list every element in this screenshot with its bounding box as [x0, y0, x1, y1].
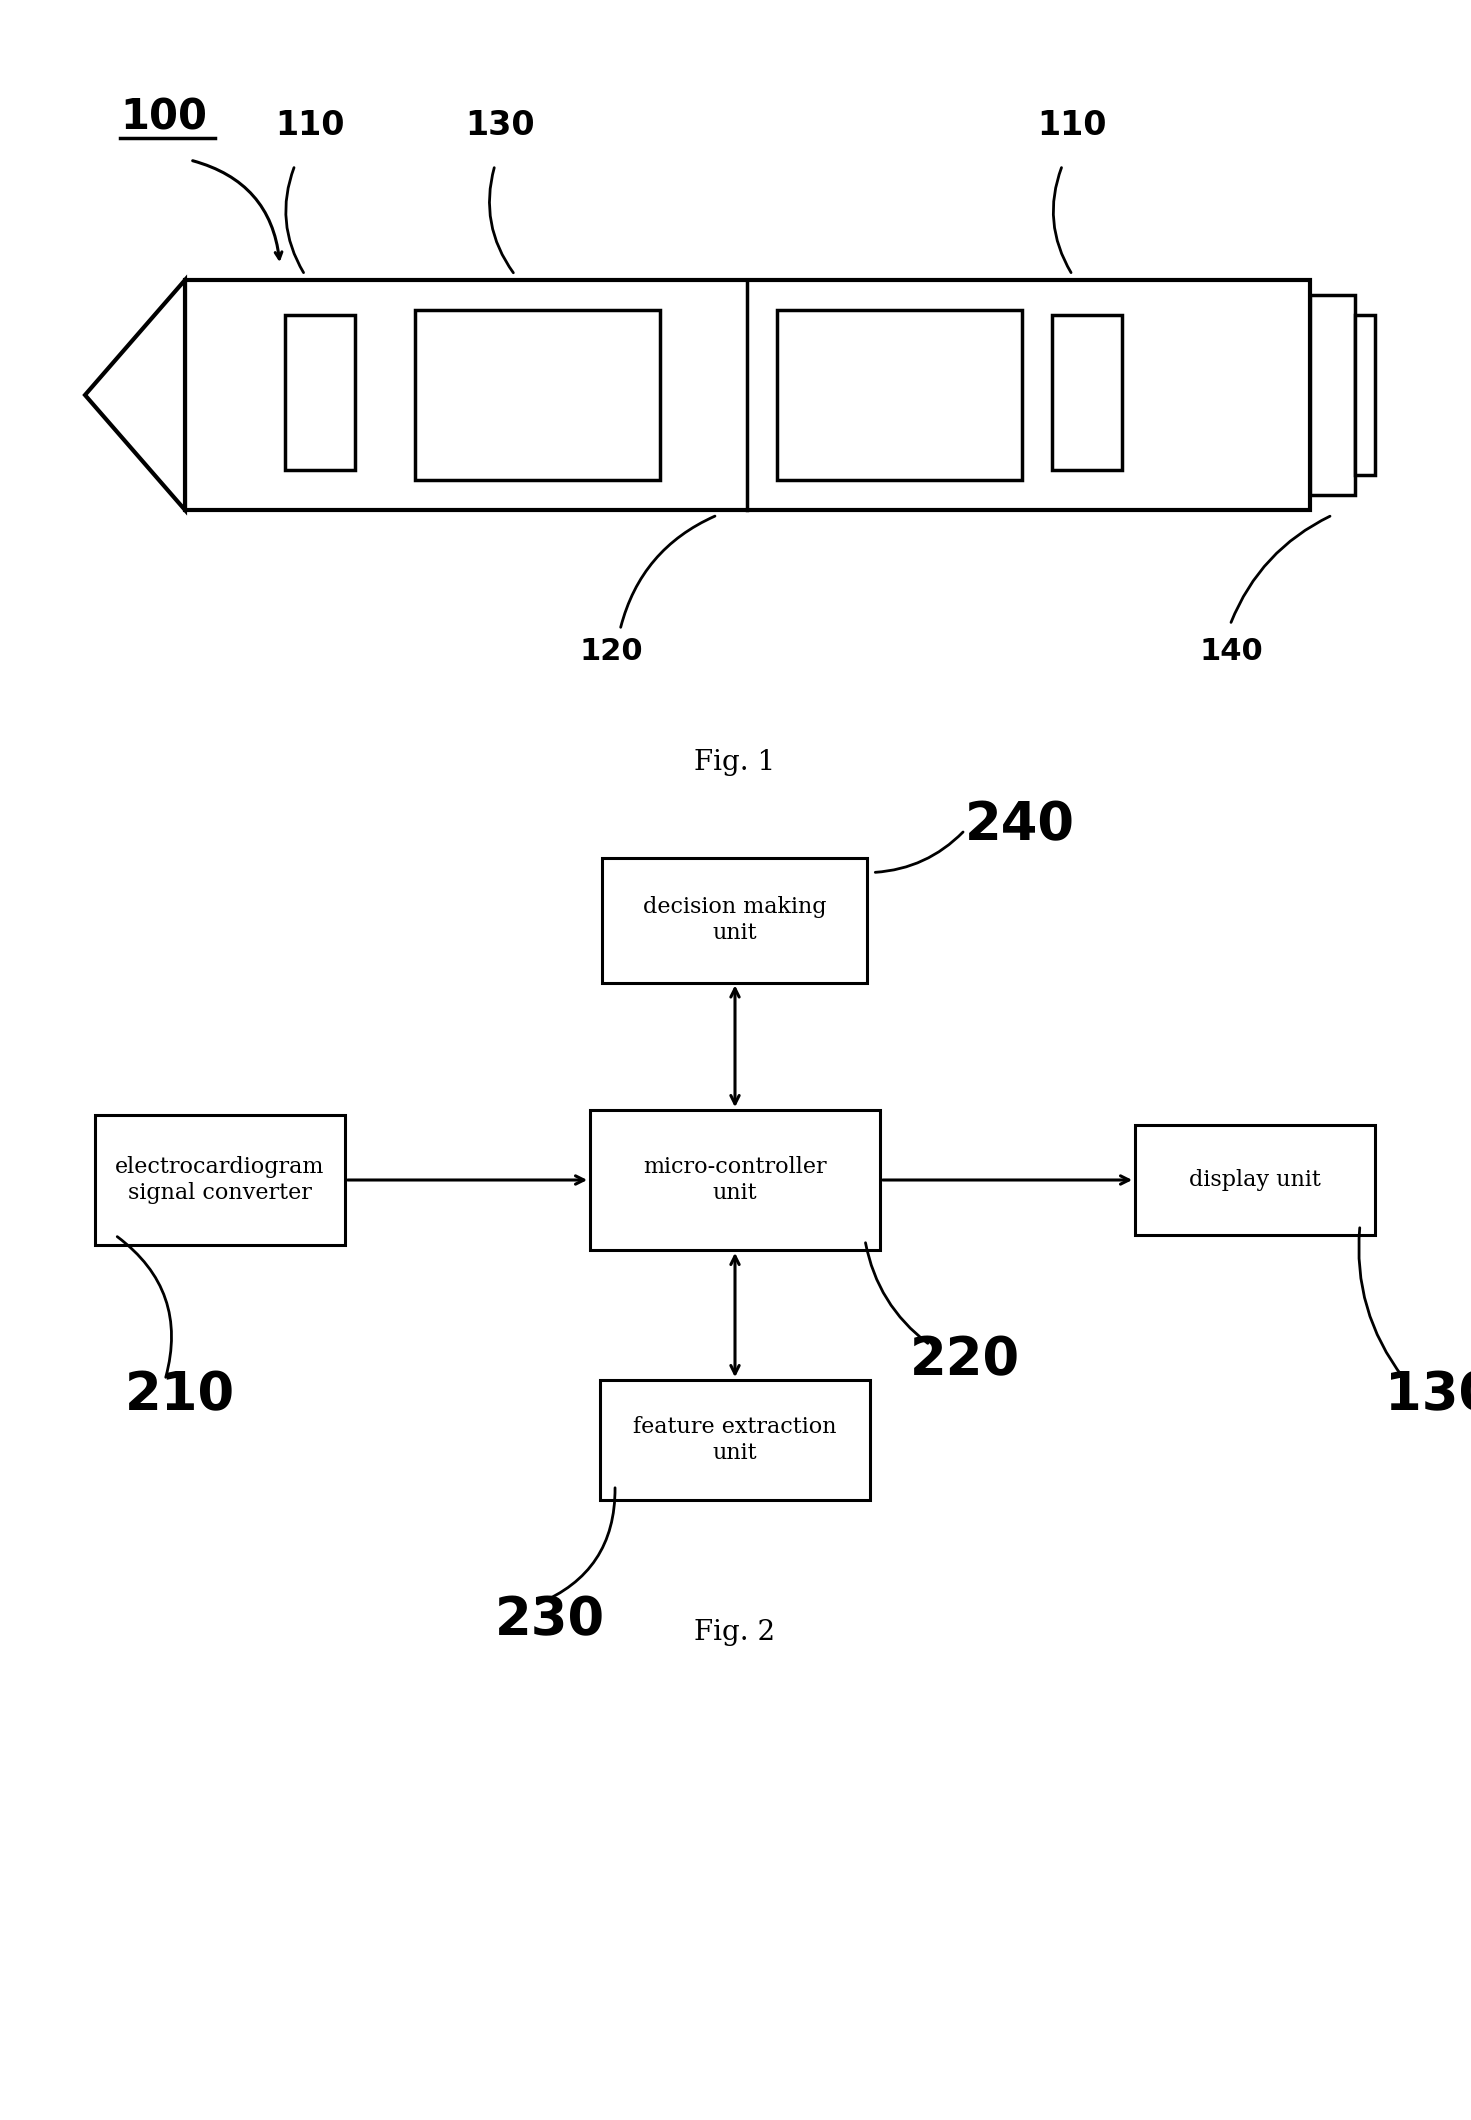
Text: display unit: display unit — [1189, 1168, 1321, 1191]
Bar — [603, 856, 868, 982]
Text: micro-controller
unit: micro-controller unit — [643, 1155, 827, 1204]
Bar — [600, 1380, 869, 1501]
Text: 110: 110 — [1037, 108, 1108, 142]
Text: 110: 110 — [275, 108, 344, 142]
Text: 210: 210 — [125, 1370, 235, 1420]
Bar — [778, 310, 1022, 479]
Bar — [1136, 1126, 1375, 1236]
Bar — [1311, 295, 1355, 494]
Text: 240: 240 — [965, 799, 1075, 850]
Bar — [185, 280, 1311, 511]
Text: 130: 130 — [465, 108, 534, 142]
Text: Fig. 2: Fig. 2 — [694, 1620, 775, 1645]
Bar — [96, 1115, 346, 1244]
Text: 120: 120 — [580, 636, 644, 666]
Text: 220: 220 — [911, 1333, 1019, 1386]
Text: 100: 100 — [121, 98, 207, 140]
Text: decision making
unit: decision making unit — [643, 897, 827, 943]
Text: feature extraction
unit: feature extraction unit — [633, 1416, 837, 1463]
Text: 230: 230 — [496, 1594, 605, 1645]
Text: electrocardiogram
signal converter: electrocardiogram signal converter — [115, 1155, 325, 1204]
Bar — [285, 316, 355, 471]
Text: 140: 140 — [1200, 636, 1264, 666]
Bar — [1052, 316, 1122, 471]
Text: 130: 130 — [1386, 1370, 1471, 1420]
Bar — [1355, 316, 1375, 475]
Text: Fig. 1: Fig. 1 — [694, 748, 775, 776]
Bar — [590, 1111, 880, 1251]
Bar — [415, 310, 660, 479]
Polygon shape — [85, 280, 185, 511]
